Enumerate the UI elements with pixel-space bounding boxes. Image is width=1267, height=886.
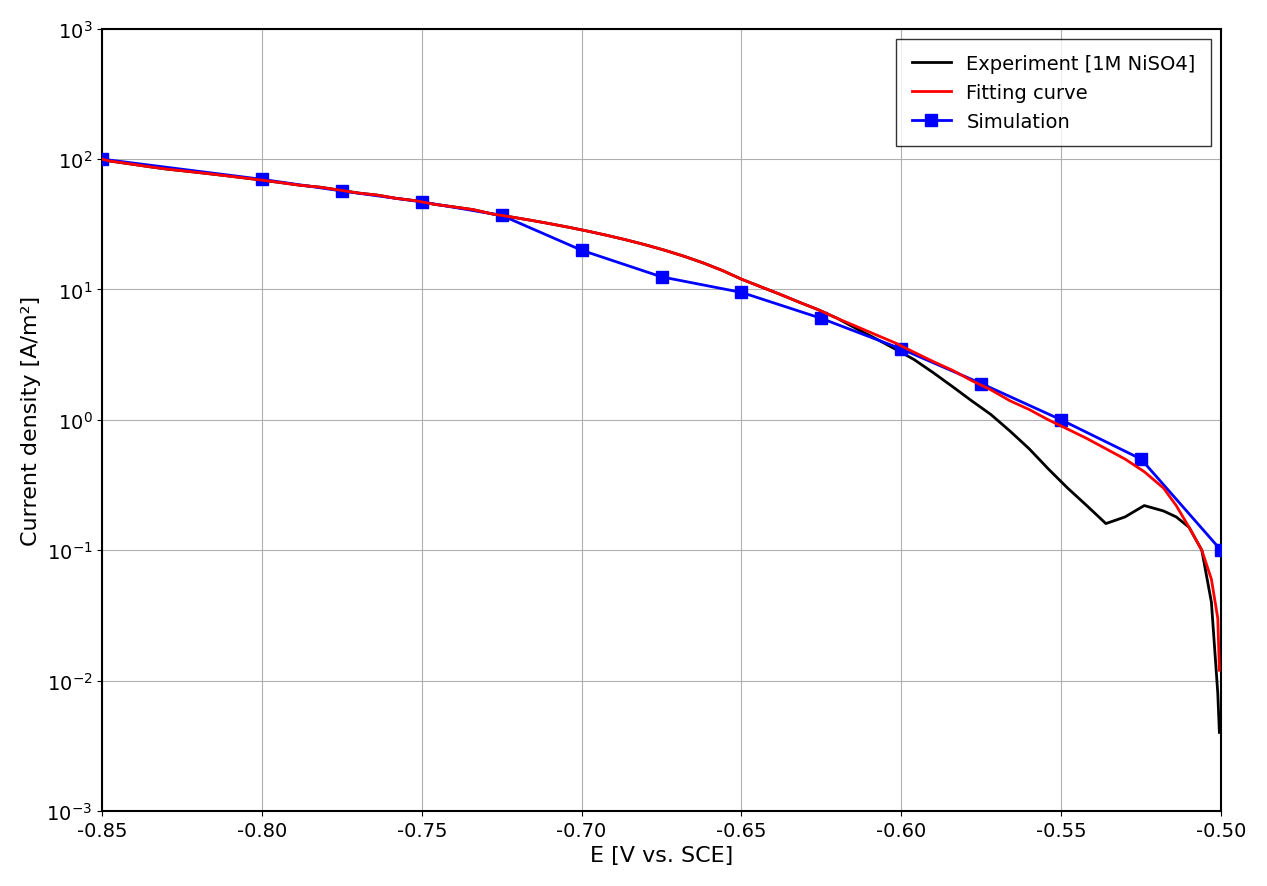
Fitting curve: [95, 155, 110, 166]
Simulation: [893, 344, 908, 354]
Simulation: [1054, 415, 1069, 425]
Experiment [1M NiSO4]: [95, 155, 110, 166]
Simulation: [574, 245, 589, 256]
Simulation: [255, 175, 270, 185]
Simulation: [414, 198, 430, 208]
Experiment [1M NiSO4]: [215, 171, 231, 182]
Fitting curve: [849, 322, 864, 332]
Fitting curve: [215, 171, 231, 182]
Simulation: [813, 314, 829, 324]
Simulation: [494, 211, 509, 222]
Fitting curve: [561, 222, 576, 233]
Fitting curve: [1211, 665, 1226, 676]
Line: Fitting curve: Fitting curve: [103, 160, 1219, 671]
Simulation: [654, 272, 669, 283]
Simulation: [334, 186, 350, 197]
Simulation: [1214, 545, 1229, 556]
Y-axis label: Current density [A/m²]: Current density [A/m²]: [20, 295, 41, 545]
X-axis label: E [V vs. SCE]: E [V vs. SCE]: [590, 845, 734, 866]
Experiment [1M NiSO4]: [734, 275, 749, 285]
Simulation: [734, 288, 749, 299]
Simulation: [95, 155, 110, 166]
Fitting curve: [658, 245, 673, 256]
Experiment [1M NiSO4]: [830, 314, 845, 324]
Simulation: [973, 378, 988, 389]
Line: Experiment [1M NiSO4]: Experiment [1M NiSO4]: [103, 160, 1219, 733]
Legend: Experiment [1M NiSO4], Fitting curve, Simulation: Experiment [1M NiSO4], Fitting curve, Si…: [897, 40, 1211, 147]
Fitting curve: [734, 275, 749, 285]
Experiment [1M NiSO4]: [849, 324, 864, 335]
Simulation: [1134, 455, 1149, 465]
Experiment [1M NiSO4]: [658, 245, 673, 256]
Line: Simulation: Simulation: [96, 153, 1228, 556]
Experiment [1M NiSO4]: [1211, 727, 1226, 738]
Experiment [1M NiSO4]: [561, 222, 576, 233]
Fitting curve: [830, 314, 845, 324]
